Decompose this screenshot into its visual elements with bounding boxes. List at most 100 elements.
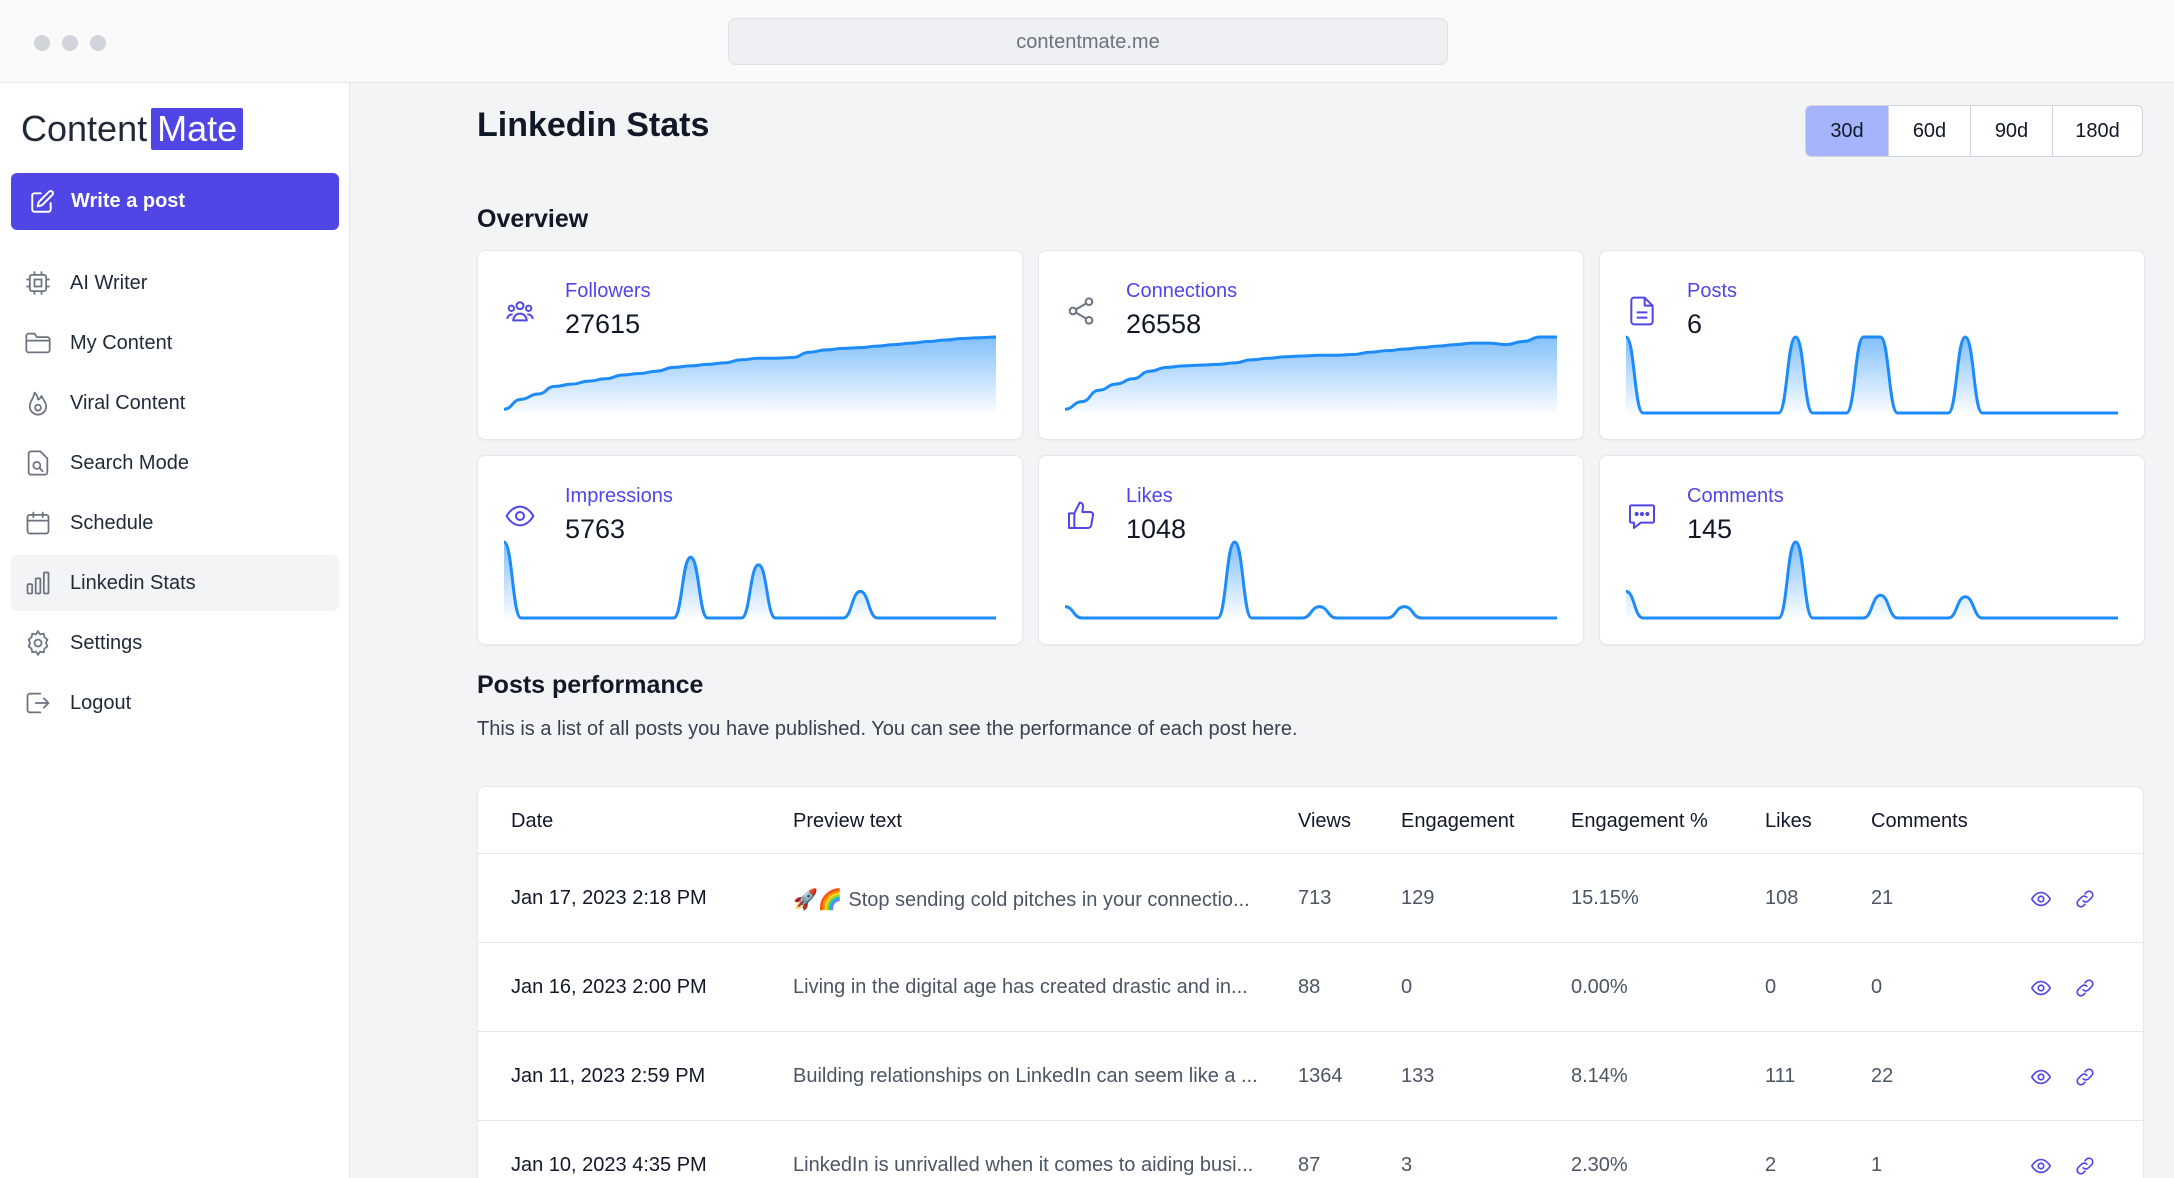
sparkline-line [504, 540, 996, 620]
fire-icon [28, 391, 48, 416]
posts-performance-heading: Posts performance [477, 671, 704, 699]
sidebar-item-search-mode[interactable]: Search Mode [11, 435, 339, 491]
sparkline-line [504, 335, 996, 411]
view-eye-icon[interactable] [2030, 1066, 2052, 1088]
stat-value: 27615 [565, 309, 641, 339]
range-30d-button[interactable]: 30d [1806, 106, 1888, 156]
logo[interactable]: Content Mate [21, 108, 244, 150]
column-header-preview[interactable]: Preview text [793, 810, 902, 832]
sidebar-item-label: Search Mode [70, 451, 189, 474]
overview-heading: Overview [477, 205, 589, 233]
sidebar-item-label: Linkedin Stats [70, 571, 196, 594]
cell-engagement: 129 [1401, 887, 1435, 909]
address-bar[interactable]: contentmate.me [728, 18, 1448, 65]
pencil-square-icon [31, 189, 54, 213]
link-icon[interactable] [2074, 888, 2096, 910]
stat-value: 145 [1687, 514, 1733, 544]
stat-label: Likes [1126, 485, 1173, 507]
share-icon [1068, 297, 1094, 325]
range-selector: 30d 60d 90d 180d [1805, 105, 2143, 157]
sidebar-nav: AI Writer My Content Viral Content Searc… [11, 255, 339, 735]
stat-card-comments: Comments 145 [1599, 455, 2145, 645]
view-eye-icon[interactable] [2030, 977, 2052, 999]
view-eye-icon[interactable] [2030, 1155, 2052, 1177]
sidebar-item-label: My Content [70, 331, 173, 354]
sparkline-area [1065, 337, 1557, 413]
write-post-label: Write a post [71, 190, 186, 212]
sidebar-item-label: Viral Content [70, 391, 186, 414]
impressions-sparkline [504, 540, 996, 620]
cell-engagement: 133 [1401, 1065, 1435, 1087]
stat-value: 26558 [1126, 309, 1202, 339]
sidebar-item-ai-writer[interactable]: AI Writer [11, 255, 339, 311]
posts-performance-description: This is a list of all posts you have pub… [477, 718, 1298, 740]
stat-label: Impressions [565, 485, 673, 507]
column-header-likes[interactable]: Likes [1765, 810, 1812, 832]
sidebar-item-viral-content[interactable]: Viral Content [11, 375, 339, 431]
sparkline-area [1626, 337, 2118, 413]
sidebar-item-linkedin-stats[interactable]: Linkedin Stats [11, 555, 339, 611]
stat-value: 6 [1687, 309, 1703, 339]
followers-sparkline [504, 335, 996, 413]
link-icon[interactable] [2074, 1066, 2096, 1088]
sparkline-line [1065, 540, 1557, 620]
document-search-icon [27, 450, 49, 476]
eye-icon [505, 505, 535, 527]
table-row: Jan 10, 2023 4:35 PM LinkedIn is unrival… [478, 1121, 2143, 1178]
cell-preview: Living in the digital age has created dr… [793, 976, 1248, 998]
range-180d-button[interactable]: 180d [2052, 106, 2142, 156]
sidebar-item-logout[interactable]: Logout [11, 675, 339, 731]
sidebar: Content Mate Write a post AI Writer My C… [0, 83, 350, 1178]
cell-engagement-pct: 8.14% [1571, 1065, 1628, 1087]
column-header-engagement[interactable]: Engagement [1401, 810, 1515, 832]
column-header-date[interactable]: Date [511, 810, 554, 832]
stat-card-followers: Followers 27615 [477, 250, 1023, 440]
comments-sparkline [1626, 540, 2118, 620]
users-icon [506, 301, 534, 322]
window-dot[interactable] [62, 35, 78, 51]
cell-likes: 2 [1765, 1154, 1777, 1176]
thumbs-up-icon [1068, 501, 1094, 530]
cell-comments: 22 [1871, 1065, 1894, 1087]
sidebar-item-label: Settings [70, 631, 143, 654]
cell-likes: 111 [1765, 1065, 1796, 1087]
link-icon[interactable] [2074, 977, 2096, 999]
cell-engagement: 3 [1401, 1154, 1413, 1176]
cell-engagement-pct: 0.00% [1571, 976, 1628, 998]
sidebar-item-label: Schedule [70, 511, 154, 534]
cell-likes: 108 [1765, 887, 1799, 909]
cell-views: 87 [1298, 1154, 1321, 1176]
sparkline-area [504, 542, 996, 618]
link-icon[interactable] [2074, 1155, 2096, 1177]
chip-icon [26, 271, 50, 295]
range-60d-button[interactable]: 60d [1888, 106, 1970, 156]
stat-card-posts: Posts 6 [1599, 250, 2145, 440]
range-90d-button[interactable]: 90d [1970, 106, 2052, 156]
column-header-comments[interactable]: Comments [1871, 810, 1968, 832]
table-row: Jan 11, 2023 2:59 PM Building relationsh… [478, 1032, 2143, 1121]
table-header: Date Preview text Views Engagement Engag… [478, 787, 2143, 854]
cell-comments: 21 [1871, 887, 1894, 909]
logo-badge: Mate [151, 108, 244, 150]
posts-sparkline [1626, 335, 2118, 415]
window-dot[interactable] [34, 35, 50, 51]
cell-comments: 1 [1871, 1154, 1883, 1176]
cell-engagement: 0 [1401, 976, 1413, 998]
stat-card-likes: Likes 1048 [1038, 455, 1584, 645]
column-header-engagement-pct[interactable]: Engagement % [1571, 810, 1708, 832]
window-dot[interactable] [90, 35, 106, 51]
column-header-views[interactable]: Views [1298, 810, 1351, 832]
stat-label: Posts [1687, 280, 1738, 302]
sidebar-item-settings[interactable]: Settings [11, 615, 339, 671]
cell-engagement-pct: 15.15% [1571, 887, 1639, 909]
write-post-button[interactable]: Write a post [11, 173, 339, 230]
sidebar-item-label: Logout [70, 691, 132, 714]
stat-label: Connections [1126, 280, 1238, 302]
gear-icon [27, 629, 49, 657]
view-eye-icon[interactable] [2030, 888, 2052, 910]
cell-views: 713 [1298, 887, 1332, 909]
sidebar-item-schedule[interactable]: Schedule [11, 495, 339, 551]
calendar-icon [26, 511, 50, 535]
sidebar-item-my-content[interactable]: My Content [11, 315, 339, 371]
stat-card-impressions: Impressions 5763 [477, 455, 1023, 645]
